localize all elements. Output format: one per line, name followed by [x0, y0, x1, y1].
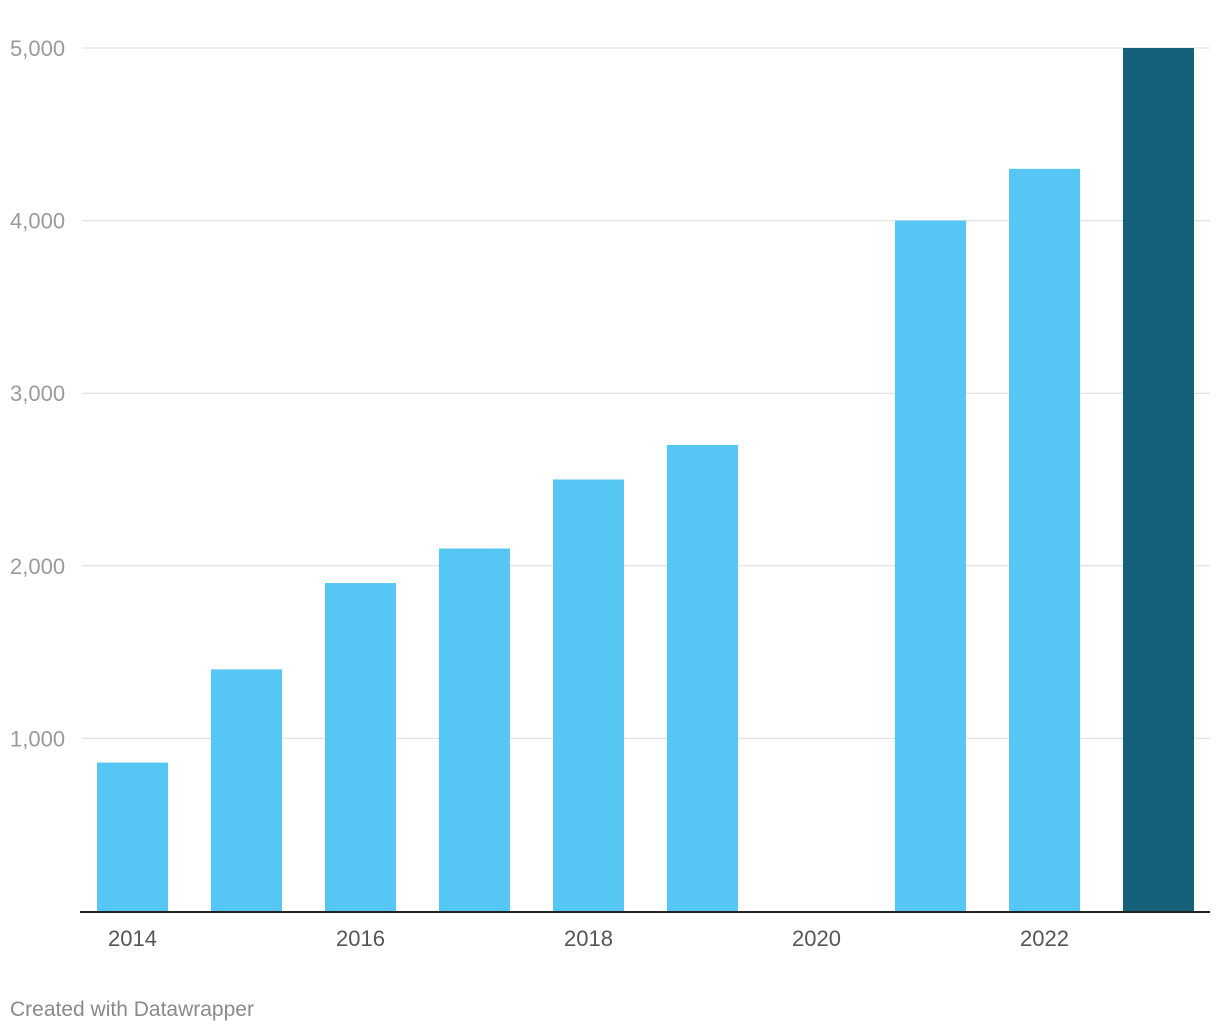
- y-tick-label: 4,000: [10, 209, 65, 234]
- bar-2023: [1123, 48, 1194, 911]
- bar-2018: [553, 479, 624, 911]
- bars: [97, 48, 1194, 912]
- bar-2015: [211, 669, 282, 911]
- bar-2014: [97, 762, 168, 911]
- bar-2016: [325, 583, 396, 911]
- x-tick-label: 2016: [336, 926, 385, 951]
- y-tick-label: 1,000: [10, 726, 65, 751]
- x-tick-label: 2020: [792, 926, 841, 951]
- y-axis-ticks: 1,000 2,000 3,000 4,000 5,000: [10, 36, 65, 751]
- x-axis-ticks: 2014 2016 2018 2020 2022: [108, 926, 1069, 951]
- credit-text: Created with Datawrapper: [10, 998, 254, 1021]
- bar-2021: [895, 220, 966, 912]
- bar-2019: [667, 444, 738, 911]
- y-tick-label: 3,000: [10, 381, 65, 406]
- bar-2017: [439, 548, 510, 911]
- x-tick-label: 2014: [108, 926, 157, 951]
- y-tick-label: 2,000: [10, 554, 65, 579]
- x-tick-label: 2022: [1020, 926, 1069, 951]
- y-tick-label: 5,000: [10, 36, 65, 61]
- bar-2022: [1009, 168, 1080, 911]
- x-tick-label: 2018: [564, 926, 613, 951]
